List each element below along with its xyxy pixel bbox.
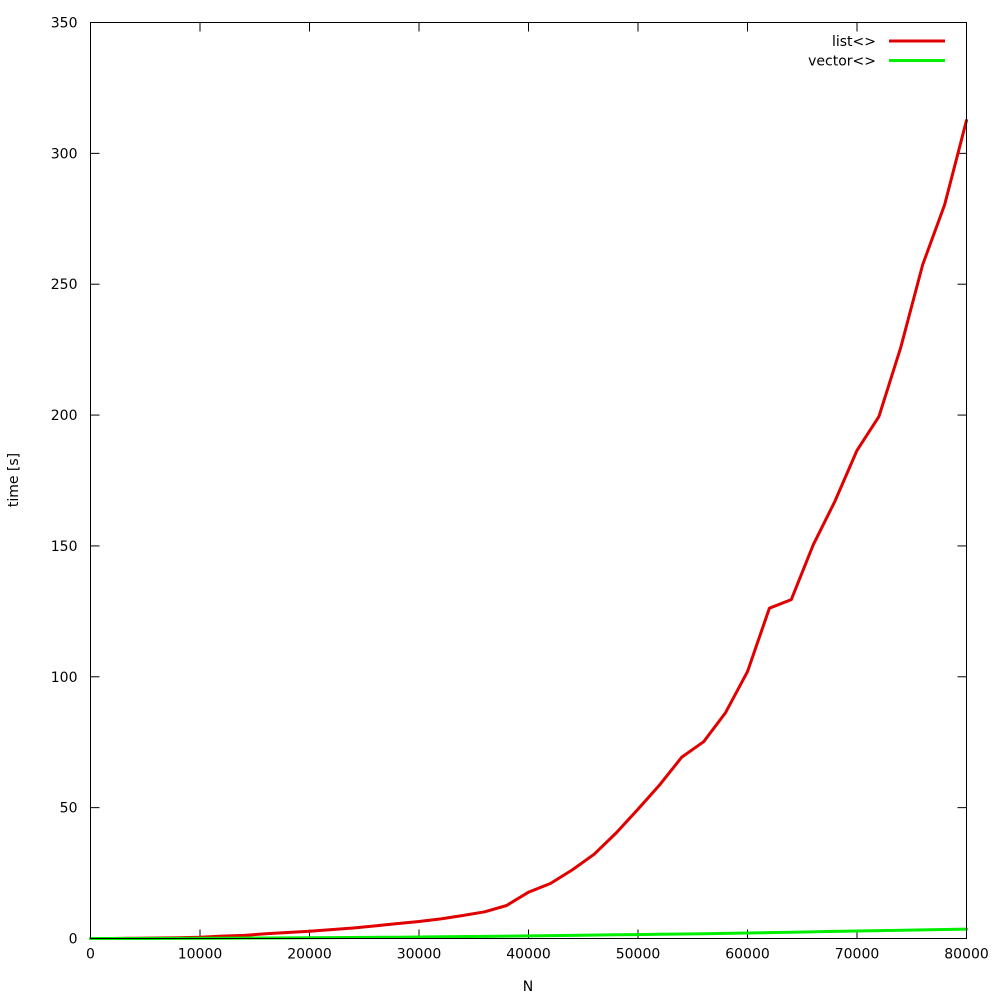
x-tick-label: 10000: [178, 947, 223, 963]
x-axis-title: N: [523, 979, 533, 995]
series-line: [89, 118, 968, 940]
y-tick-label: 350: [51, 16, 78, 32]
x-tick-label: 20000: [287, 947, 332, 963]
x-tick-label: 30000: [397, 947, 442, 963]
y-tick-label: 200: [51, 408, 78, 424]
x-tick-label: 60000: [725, 947, 770, 963]
plot-frame: [90, 22, 967, 939]
y-tick-label: 100: [51, 670, 78, 686]
y-tick-label: 300: [51, 146, 78, 162]
y-tick-label: 150: [51, 539, 78, 555]
x-tick-label: 80000: [944, 947, 989, 963]
x-tick-label: 0: [86, 947, 95, 963]
x-tick-label: 40000: [506, 947, 551, 963]
x-tick-label: 70000: [835, 947, 880, 963]
legend: list<> vector<>: [808, 34, 945, 70]
ticks-layer: 0 10000 20000 30000 40000 50000 60000 70000 8000…: [51, 16, 989, 963]
legend-label: list<>: [832, 34, 876, 50]
y-tick-label: 250: [51, 277, 78, 293]
y-axis-title: time [s]: [6, 453, 22, 507]
series-layer: [89, 118, 968, 940]
legend-label: vector<>: [808, 54, 876, 70]
x-tick-label: 50000: [616, 947, 661, 963]
y-tick-label: 0: [69, 932, 78, 948]
y-tick-label: 50: [60, 801, 78, 817]
